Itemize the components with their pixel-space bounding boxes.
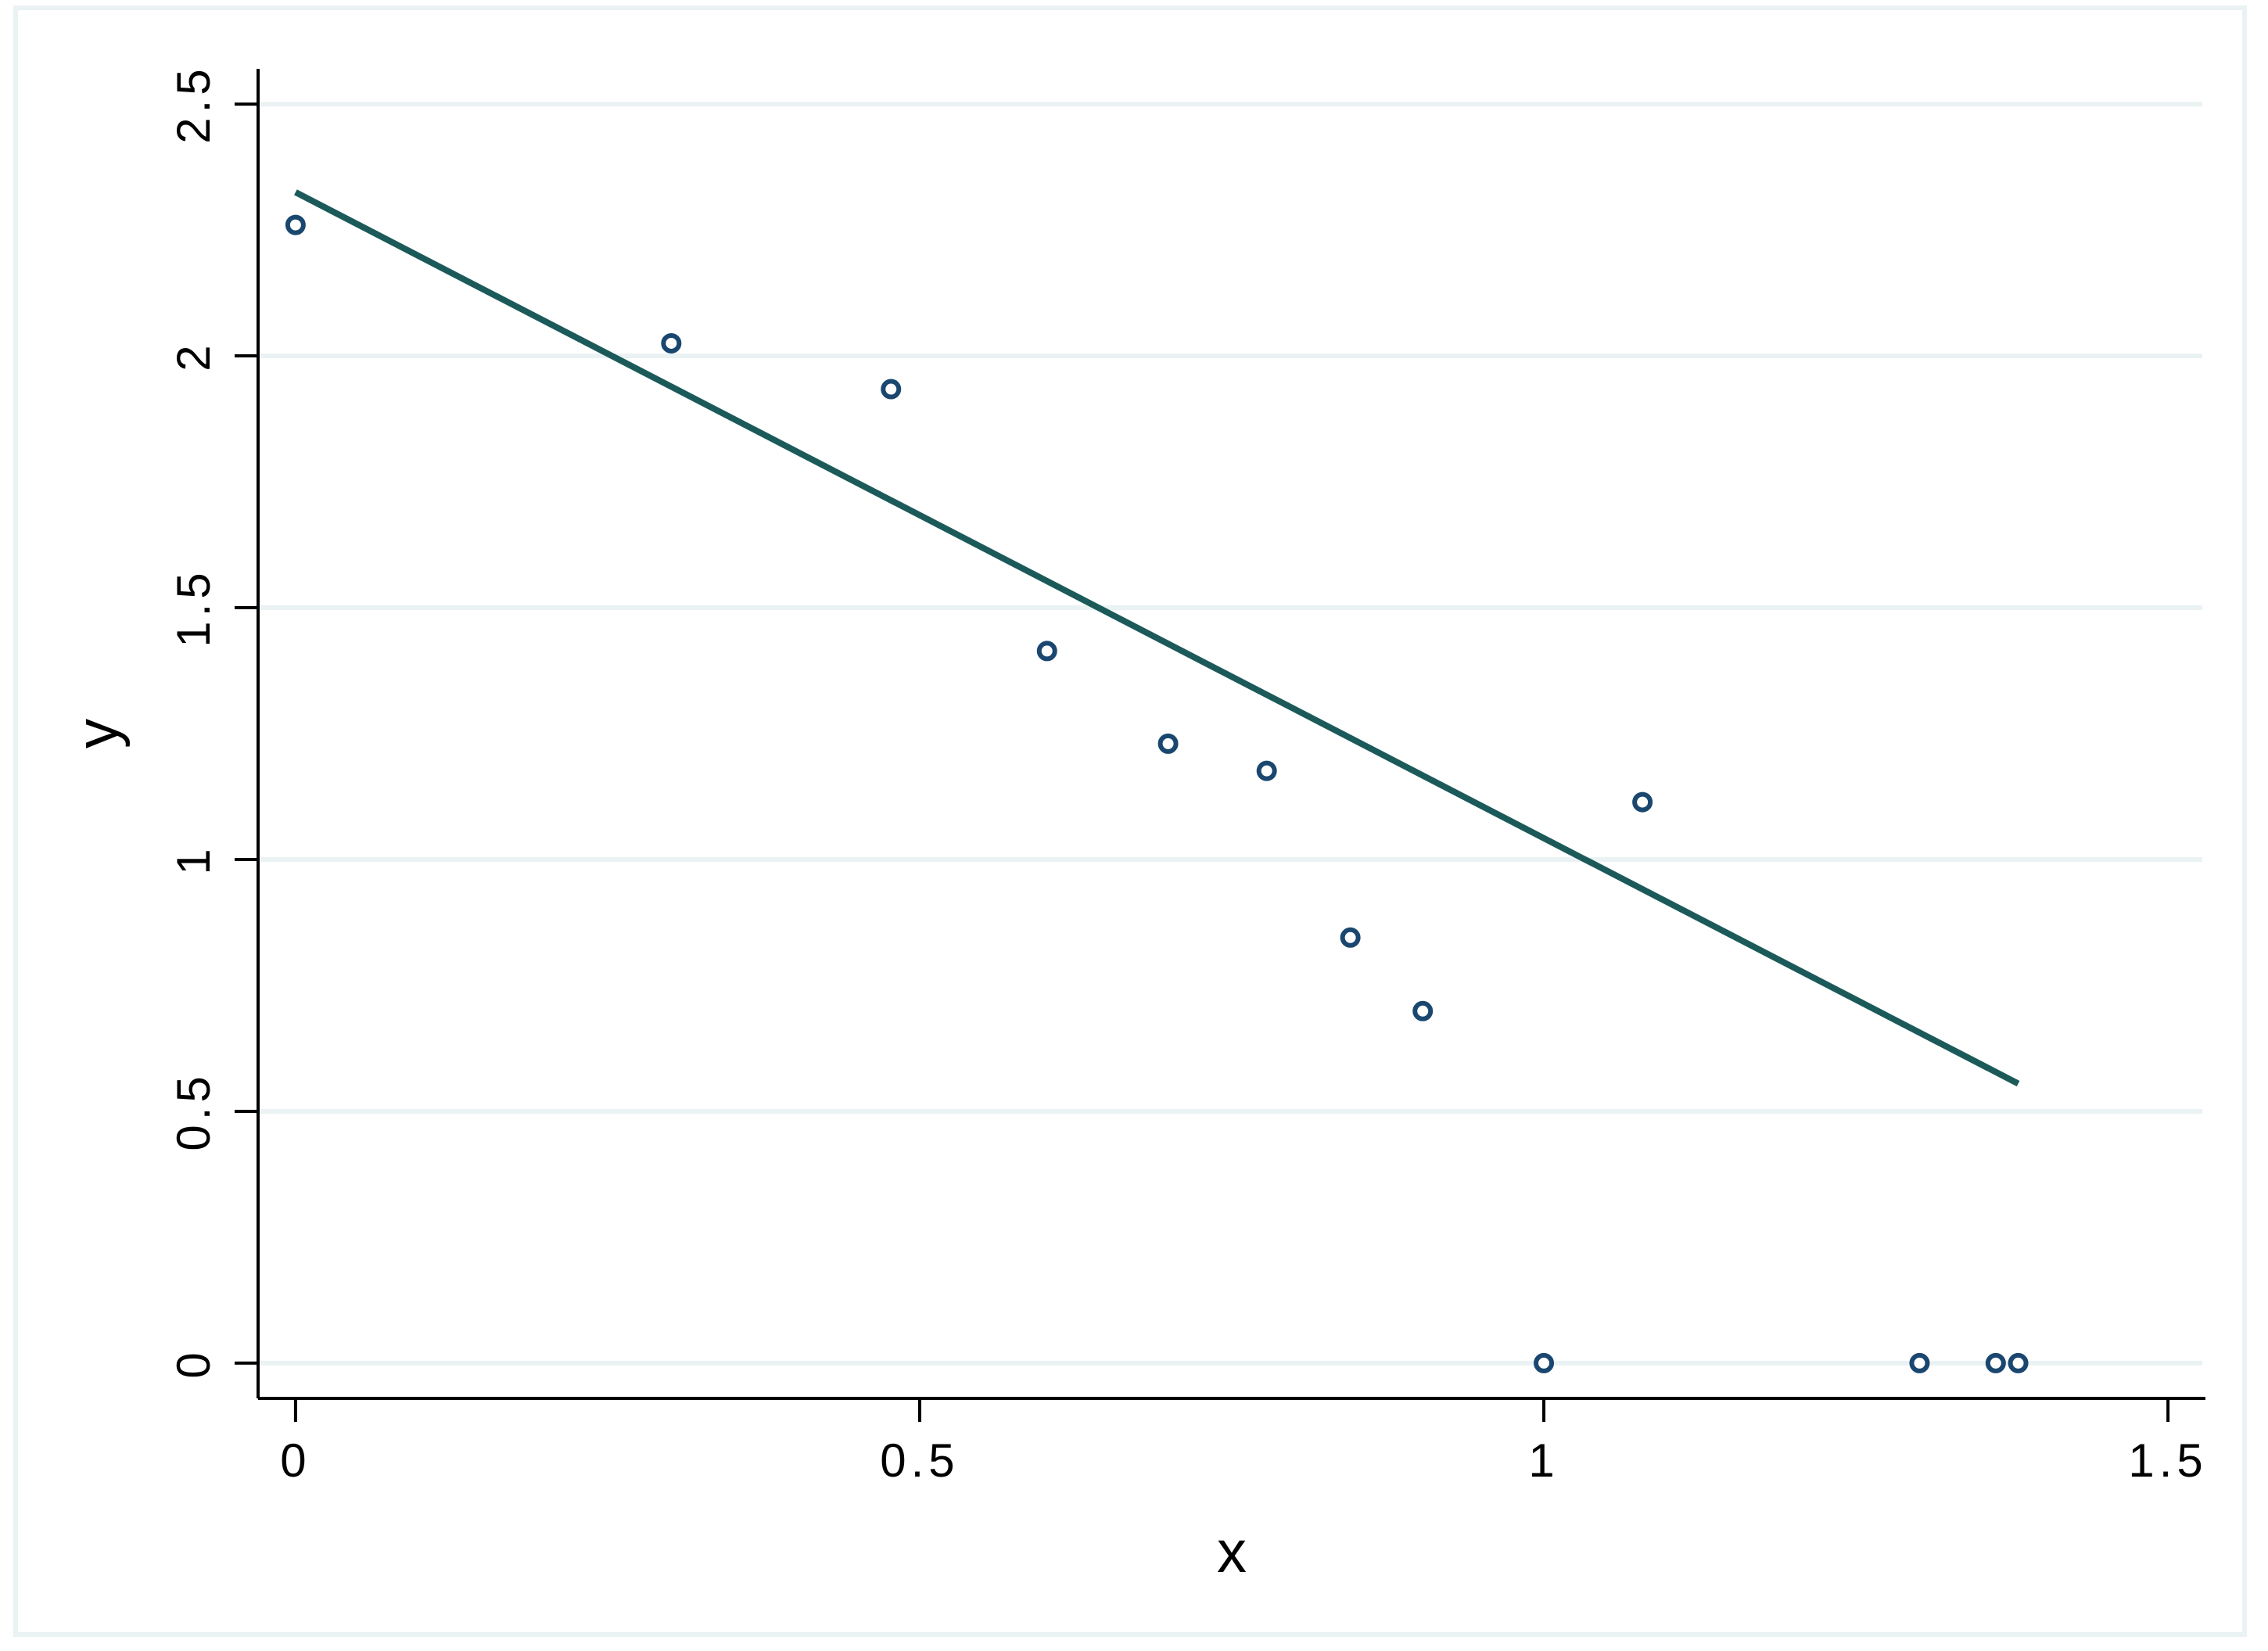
y-tick-label-0: 0 (167, 1348, 220, 1378)
axes: 0 0.5 1 1.5 2 2.5 0 0.5 1 1.5 (167, 64, 2207, 1487)
scatter-points (285, 214, 2029, 1373)
data-point-7 (1412, 1000, 1434, 1021)
y-tick-label-2: 1 (167, 844, 220, 874)
data-point-0 (285, 214, 306, 235)
y-tick-label-4: 2 (167, 340, 220, 371)
data-point-12 (2008, 1352, 2029, 1373)
y-tick-label-5: 2.5 (167, 64, 220, 143)
data-point-4 (1157, 733, 1179, 754)
data-point-3 (1036, 641, 1057, 662)
x-tick-label-3: 1.5 (2128, 1434, 2207, 1487)
y-axis-title: y (64, 719, 131, 748)
data-point-9 (1632, 791, 1653, 813)
data-point-2 (881, 379, 902, 400)
gridlines (258, 102, 2202, 1366)
data-point-11 (1985, 1352, 2006, 1373)
y-tick-label-3: 1.5 (167, 568, 220, 647)
data-point-6 (1340, 927, 1361, 948)
y-tick-label-1: 0.5 (167, 1071, 220, 1150)
fit-line (294, 189, 2020, 1087)
x-axis-title: x (1217, 1519, 1247, 1585)
x-tick-label-2: 1 (1528, 1434, 1559, 1487)
outer-border (13, 5, 2247, 1637)
x-tick-label-0: 0 (280, 1434, 310, 1487)
data-point-1 (661, 332, 682, 354)
data-point-8 (1534, 1352, 1555, 1373)
data-point-5 (1256, 760, 1277, 781)
data-point-10 (1909, 1352, 1930, 1373)
x-tick-label-1: 0.5 (880, 1434, 959, 1487)
fit-line-layer (294, 189, 2020, 1087)
